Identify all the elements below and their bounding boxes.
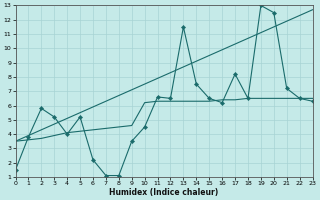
X-axis label: Humidex (Indice chaleur): Humidex (Indice chaleur) (109, 188, 219, 197)
